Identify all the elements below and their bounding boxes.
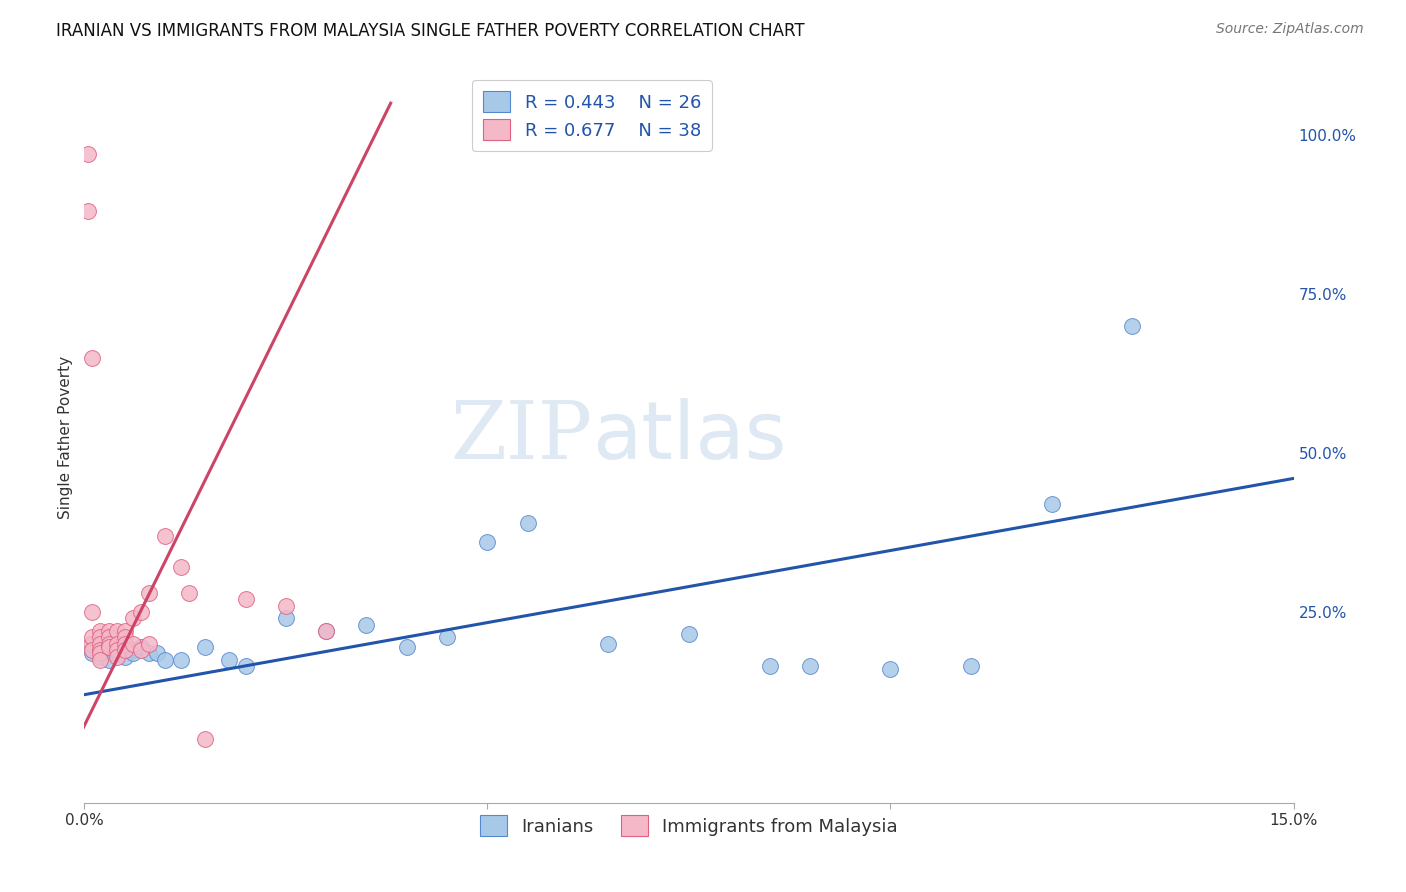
- Point: [235, 659, 257, 673]
- Point: [179, 586, 201, 600]
- Point: [146, 646, 169, 660]
- Point: [121, 637, 143, 651]
- Legend: Iranians, Immigrants from Malaysia: Iranians, Immigrants from Malaysia: [471, 806, 907, 845]
- Point: [315, 624, 337, 638]
- Point: [89, 624, 111, 638]
- Point: [879, 662, 901, 676]
- Point: [97, 653, 120, 667]
- Point: [82, 637, 104, 651]
- Point: [114, 637, 136, 651]
- Point: [89, 637, 111, 651]
- Point: [80, 637, 103, 651]
- Point: [436, 631, 458, 645]
- Point: [97, 640, 120, 654]
- Point: [194, 732, 217, 747]
- Point: [97, 624, 120, 638]
- Point: [89, 649, 111, 664]
- Point: [194, 640, 217, 654]
- Point: [82, 605, 104, 619]
- Y-axis label: Single Father Poverty: Single Father Poverty: [58, 356, 73, 518]
- Point: [153, 653, 176, 667]
- Point: [97, 637, 120, 651]
- Point: [82, 643, 104, 657]
- Point: [97, 646, 120, 660]
- Point: [105, 624, 128, 638]
- Point: [114, 640, 136, 654]
- Point: [105, 646, 128, 660]
- Point: [315, 624, 337, 638]
- Point: [218, 653, 240, 667]
- Point: [77, 204, 100, 219]
- Point: [516, 516, 538, 530]
- Point: [274, 611, 297, 625]
- Point: [114, 624, 136, 638]
- Point: [89, 646, 111, 660]
- Point: [1121, 318, 1143, 333]
- Point: [678, 627, 700, 641]
- Text: IRANIAN VS IMMIGRANTS FROM MALAYSIA SINGLE FATHER POVERTY CORRELATION CHART: IRANIAN VS IMMIGRANTS FROM MALAYSIA SING…: [56, 22, 804, 40]
- Point: [121, 646, 143, 660]
- Point: [114, 643, 136, 657]
- Point: [138, 586, 160, 600]
- Point: [105, 637, 128, 651]
- Text: Source: ZipAtlas.com: Source: ZipAtlas.com: [1216, 22, 1364, 37]
- Point: [105, 643, 128, 657]
- Text: atlas: atlas: [592, 398, 786, 476]
- Point: [82, 631, 104, 645]
- Point: [77, 147, 100, 161]
- Point: [1040, 497, 1063, 511]
- Point: [82, 646, 104, 660]
- Point: [105, 649, 128, 664]
- Point: [97, 631, 120, 645]
- Point: [138, 637, 160, 651]
- Point: [758, 659, 780, 673]
- Point: [129, 643, 152, 657]
- Text: ZIP: ZIP: [450, 398, 592, 476]
- Point: [89, 653, 111, 667]
- Point: [153, 529, 176, 543]
- Point: [89, 643, 111, 657]
- Point: [114, 649, 136, 664]
- Point: [799, 659, 821, 673]
- Point: [138, 646, 160, 660]
- Point: [274, 599, 297, 613]
- Point: [235, 592, 257, 607]
- Point: [114, 631, 136, 645]
- Point: [105, 643, 128, 657]
- Point: [129, 605, 152, 619]
- Point: [170, 653, 193, 667]
- Point: [598, 637, 620, 651]
- Point: [97, 637, 120, 651]
- Point: [129, 640, 152, 654]
- Point: [477, 535, 499, 549]
- Point: [82, 351, 104, 365]
- Point: [121, 643, 143, 657]
- Point: [395, 640, 418, 654]
- Point: [121, 611, 143, 625]
- Point: [356, 617, 378, 632]
- Point: [170, 560, 193, 574]
- Point: [89, 640, 111, 654]
- Point: [960, 659, 983, 673]
- Point: [89, 631, 111, 645]
